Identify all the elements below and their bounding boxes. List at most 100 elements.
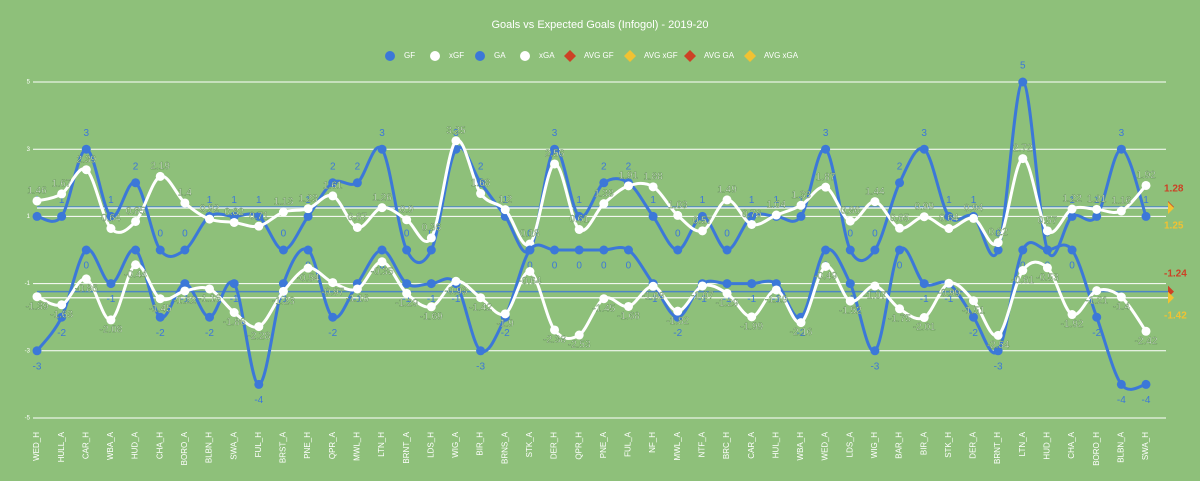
point — [278, 286, 288, 296]
data-label: 0.67 — [348, 212, 368, 223]
data-label: 1 — [971, 195, 977, 206]
point — [574, 211, 584, 221]
legend-label: AVG xGA — [764, 51, 799, 60]
data-label: 1.03 — [668, 200, 688, 211]
point — [845, 216, 855, 226]
point — [81, 144, 91, 154]
data-label: -0.93 — [445, 286, 468, 297]
data-label: -2 — [205, 328, 214, 339]
average-label: -1.24 — [1164, 268, 1187, 279]
point — [1092, 312, 1102, 322]
x-tick-label: MWL_A — [673, 431, 682, 460]
point — [550, 144, 560, 154]
x-tick-label: BLBN_A — [1116, 431, 1125, 462]
data-label: -1.82 — [666, 316, 689, 327]
series-line — [36, 138, 1148, 247]
data-label: -1.86 — [223, 317, 246, 328]
data-label: 1.92 — [1136, 170, 1156, 181]
data-label: 0.65 — [890, 213, 910, 224]
data-label: 3 — [84, 128, 90, 139]
point — [377, 203, 387, 213]
x-tick-label: CAR_H — [81, 432, 90, 459]
data-label: -1 — [230, 294, 239, 305]
point — [599, 199, 609, 209]
data-label: -1.4 — [1113, 302, 1131, 313]
average-label: -1.42 — [1164, 310, 1187, 321]
point — [747, 211, 757, 221]
data-label: 1 — [1094, 195, 1100, 206]
data-label: 0 — [601, 261, 607, 272]
data-label: 0.57 — [1038, 215, 1058, 226]
point — [180, 198, 190, 208]
point — [303, 263, 313, 273]
point — [845, 296, 855, 306]
point — [500, 309, 510, 319]
data-label: 0 — [84, 261, 90, 272]
point — [254, 322, 264, 332]
point — [870, 346, 880, 356]
point — [697, 226, 707, 236]
data-label: 0 — [182, 229, 188, 240]
point — [426, 233, 436, 243]
point — [574, 225, 584, 235]
data-label: -2.16 — [790, 327, 813, 338]
data-label: -2 — [1092, 328, 1101, 339]
data-label: -2.42 — [1135, 336, 1158, 347]
data-label: -2.08 — [100, 325, 123, 336]
data-label: -1 — [402, 294, 411, 305]
data-label: -2 — [328, 328, 337, 339]
point — [352, 284, 362, 294]
data-label: 1 — [502, 195, 508, 206]
x-tick-label: BORO_H — [1092, 432, 1101, 466]
data-label: -1 — [920, 294, 929, 305]
data-label: 1.67 — [52, 179, 72, 190]
point — [402, 288, 412, 298]
data-label: 0 — [404, 229, 410, 240]
data-label: 0.22 — [988, 227, 1008, 238]
data-label: 0 — [281, 229, 287, 240]
point — [845, 245, 855, 255]
data-label: 0.18 — [520, 229, 540, 240]
point — [550, 159, 560, 169]
data-label: 2.72 — [1013, 143, 1033, 154]
point — [525, 267, 535, 277]
point — [1141, 180, 1151, 190]
x-tick-label: BLBN_H — [205, 432, 214, 463]
data-label: 1 — [798, 195, 804, 206]
x-tick-label: HULL_A — [57, 431, 66, 462]
point — [155, 245, 165, 255]
data-label: -1.23 — [272, 296, 295, 307]
data-label: -1 — [723, 294, 732, 305]
legend-label: xGA — [539, 51, 555, 60]
point — [106, 223, 116, 233]
data-label: -1 — [747, 294, 756, 305]
point — [278, 207, 288, 217]
data-label: 0.64 — [939, 213, 959, 224]
data-label: 1.4 — [178, 188, 192, 199]
data-label: 1.49 — [717, 185, 737, 196]
point — [1092, 286, 1102, 296]
point — [1067, 310, 1077, 320]
data-label: -2 — [673, 328, 682, 339]
x-tick-label: PNE_H — [303, 432, 312, 459]
point — [993, 330, 1003, 340]
point — [1141, 326, 1151, 336]
point — [32, 196, 42, 206]
data-label: 1 — [305, 195, 311, 206]
data-label: -2.38 — [543, 335, 566, 346]
point — [919, 144, 929, 154]
legend-label: GF — [404, 51, 415, 60]
point — [747, 219, 757, 229]
data-label: 0.71 — [249, 211, 269, 222]
point — [870, 281, 880, 291]
data-label: -2 — [156, 328, 165, 339]
y-tick-label: 5 — [27, 80, 31, 86]
data-label: 2 — [478, 161, 484, 172]
data-label: -2.54 — [987, 340, 1010, 351]
data-label: 0.86 — [841, 206, 861, 217]
x-tick-label: BIR_H — [476, 432, 485, 456]
point — [1042, 245, 1052, 255]
point — [796, 318, 806, 328]
point — [205, 312, 215, 322]
